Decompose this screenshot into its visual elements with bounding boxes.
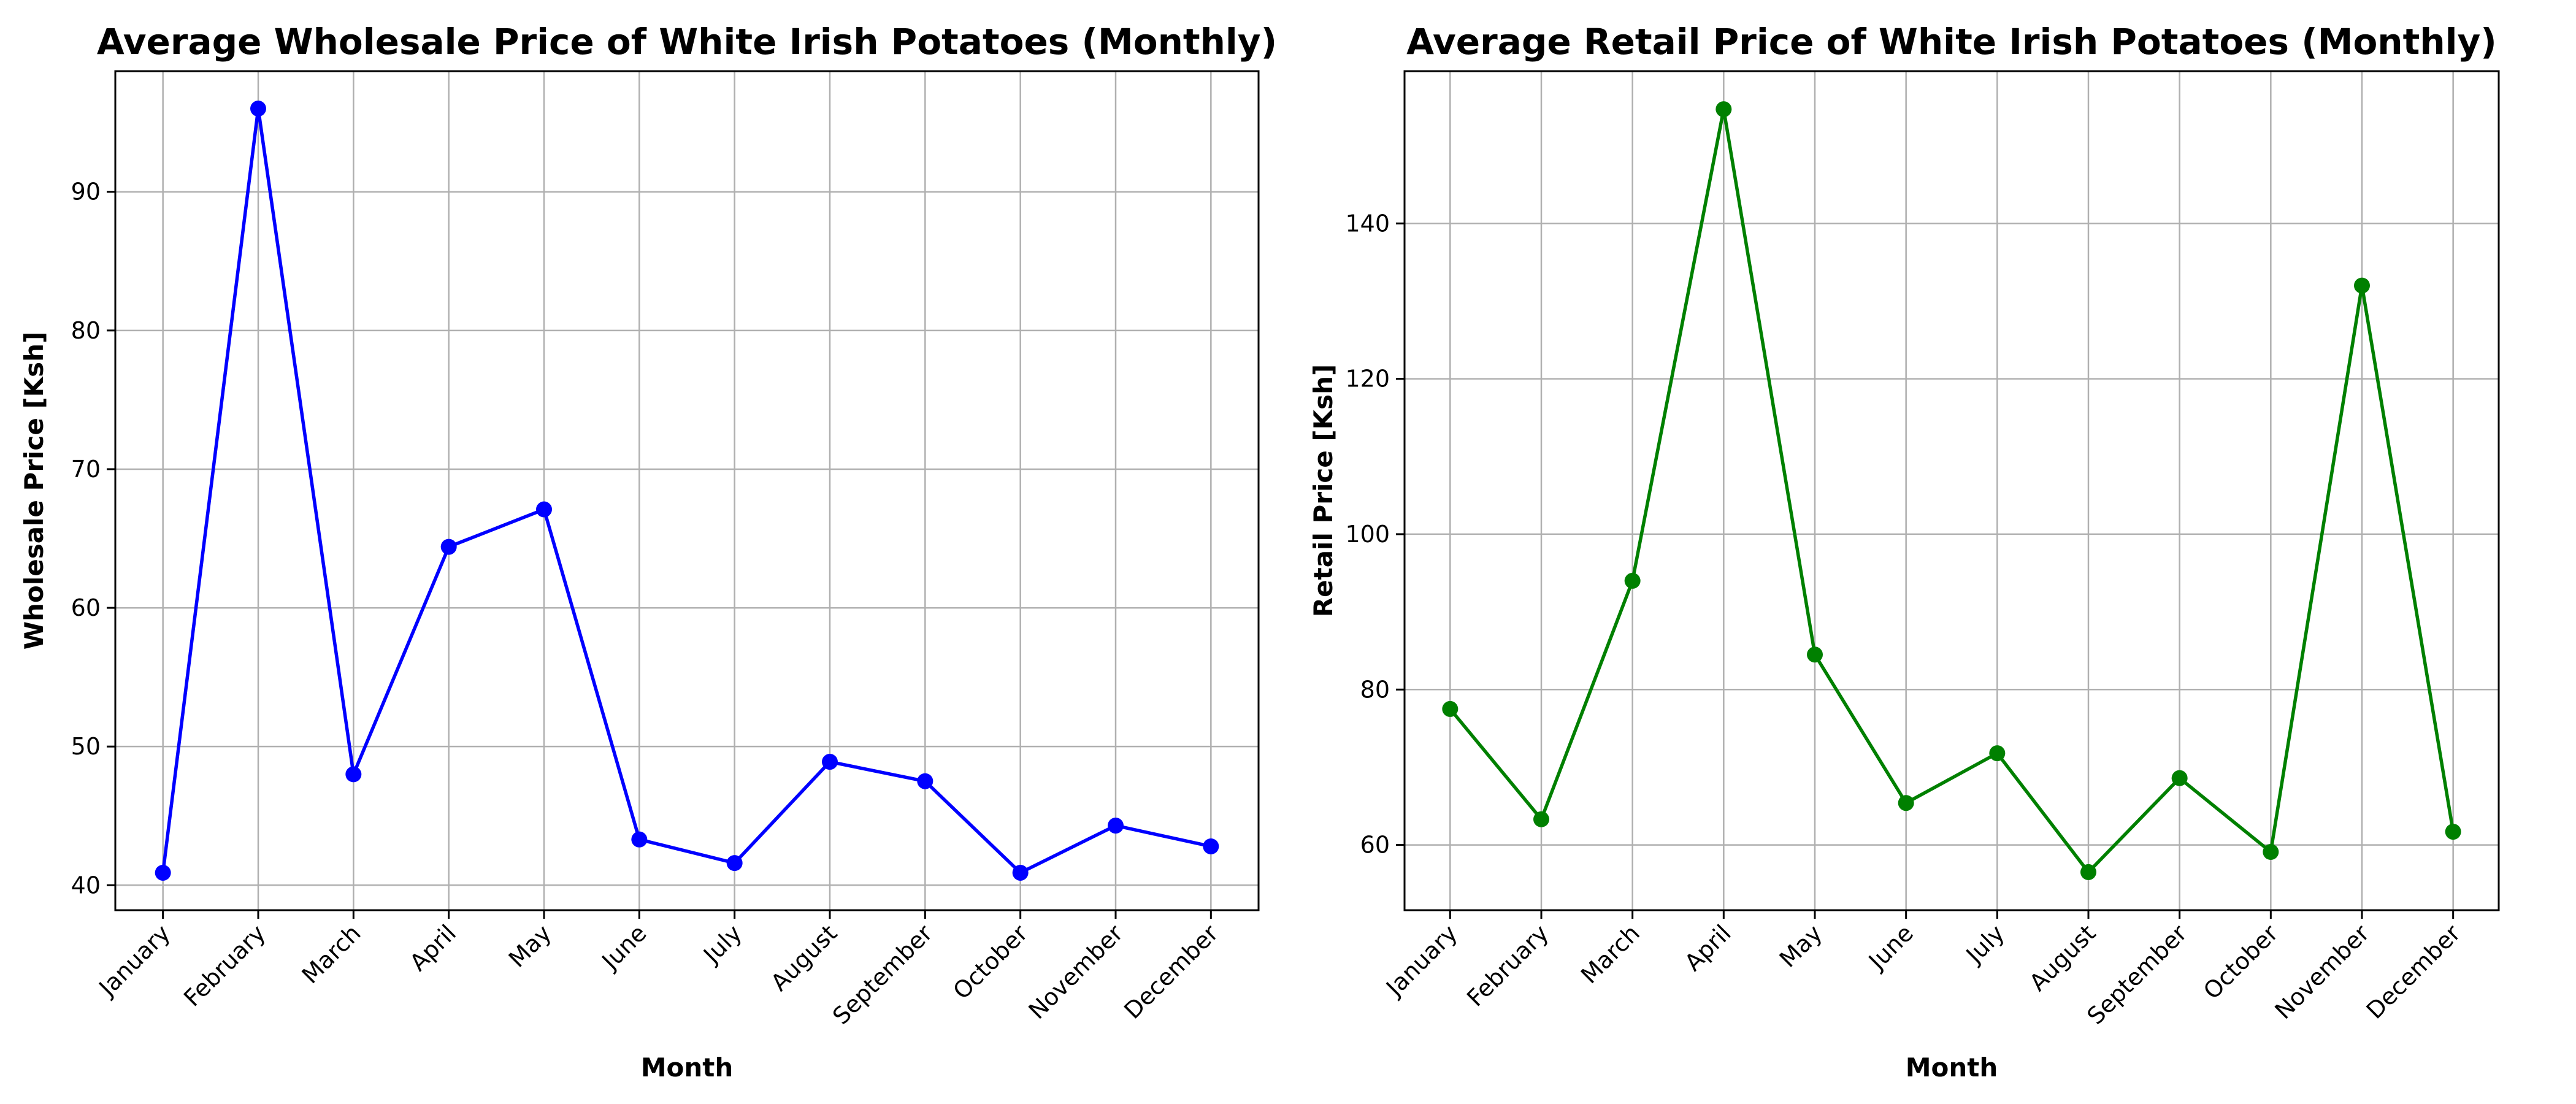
data-point <box>2445 824 2461 840</box>
x-tick-label: May <box>1774 919 1828 973</box>
series-line <box>1449 107 2455 874</box>
x-tick-label: December <box>2361 919 2466 1024</box>
data-point <box>917 773 933 789</box>
y-tick-label: 140 <box>1345 210 1390 237</box>
x-tick-label: April <box>404 919 461 976</box>
x-tick-label: June <box>1863 919 1919 975</box>
x-tick-label: July <box>697 919 747 969</box>
y-tick-label: 90 <box>71 178 101 205</box>
plot-frame <box>114 70 1260 911</box>
x-tick-label: February <box>178 919 270 1011</box>
x-tick-label: August <box>2024 919 2101 996</box>
chart-title: Average Retail Price of White Irish Pota… <box>1406 21 2497 63</box>
data-point <box>1898 795 1914 811</box>
y-axis-label: Retail Price [Ksh] <box>1308 364 1338 617</box>
plot-frame <box>1403 70 2500 911</box>
data-point <box>822 754 838 770</box>
data-point <box>1203 838 1219 854</box>
data-point <box>1989 745 2006 762</box>
x-tick-label: May <box>504 919 557 973</box>
x-tick-label: October <box>2198 919 2283 1005</box>
data-point <box>1533 811 1549 827</box>
x-tick-label: July <box>1960 919 2010 969</box>
y-tick-label: 80 <box>1360 676 1390 703</box>
y-tick-label: 70 <box>71 456 101 483</box>
data-point <box>726 855 743 872</box>
data-point <box>440 539 457 555</box>
x-tick-label: January <box>93 919 175 1002</box>
data-point <box>2080 864 2096 880</box>
y-tick-label: 60 <box>71 594 101 621</box>
data-point <box>1807 646 1823 663</box>
y-tick-label: 80 <box>71 317 101 344</box>
y-tick-label: 50 <box>71 733 101 760</box>
x-tick-label: April <box>1679 919 1736 976</box>
x-tick-label: June <box>596 919 652 975</box>
x-tick-label: September <box>2082 919 2192 1030</box>
y-tick-label: 40 <box>71 872 101 899</box>
x-tick-label: March <box>297 919 366 989</box>
x-tick-label: September <box>827 919 938 1030</box>
data-point <box>2354 277 2370 294</box>
data-point <box>631 831 648 848</box>
x-tick-label: March <box>1576 919 1645 989</box>
data-point <box>1715 101 1732 118</box>
data-point <box>1624 572 1641 589</box>
y-tick-label: 60 <box>1360 832 1390 859</box>
x-axis-label: Month <box>1906 1052 1998 1083</box>
x-tick-label: November <box>2269 919 2374 1024</box>
data-point <box>1012 864 1029 881</box>
retail-price-chart: Average Retail Price of White Irish Pota… <box>1308 21 2500 1083</box>
x-tick-label: January <box>1380 919 1462 1002</box>
x-tick-label: December <box>1119 919 1224 1024</box>
x-tick-label: November <box>1023 919 1128 1024</box>
grid-lines <box>1405 71 2499 910</box>
chart-title: Average Wholesale Price of White Irish P… <box>97 21 1277 63</box>
data-point <box>155 864 171 881</box>
data-point <box>2263 844 2279 860</box>
x-tick-label: February <box>1462 919 1554 1011</box>
x-tick-label: October <box>948 919 1033 1005</box>
wholesale-price-chart: Average Wholesale Price of White Irish P… <box>19 21 1277 1083</box>
data-point <box>536 501 552 518</box>
y-axis-label: Wholesale Price [Ksh] <box>19 332 49 650</box>
x-axis-label: Month <box>641 1052 734 1083</box>
data-point <box>1442 700 1459 717</box>
data-point <box>250 101 266 117</box>
x-tick-label: August <box>765 919 842 996</box>
data-point <box>345 766 362 783</box>
data-point <box>2171 770 2188 786</box>
grid-lines <box>115 71 1259 910</box>
y-tick-label: 100 <box>1345 521 1390 548</box>
data-point <box>1108 818 1124 834</box>
series-line <box>161 107 1211 875</box>
y-tick-label: 120 <box>1345 366 1390 393</box>
